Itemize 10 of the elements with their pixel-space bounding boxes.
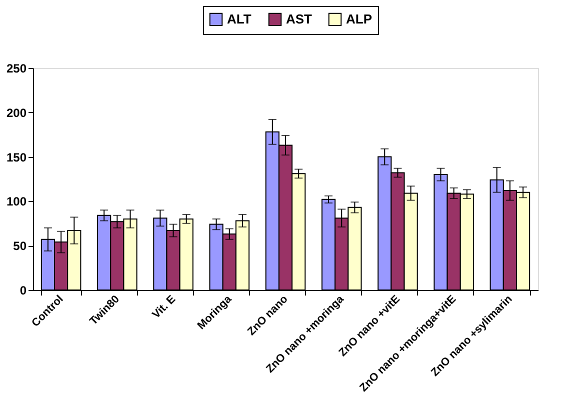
y-tick-label: 0 [20,284,27,298]
x-tick-label: Vit. E [150,293,178,322]
y-tick-label: 150 [6,150,27,164]
y-tick-label: 250 [6,62,27,76]
legend-label: ALP [346,11,372,26]
y-tick-label: 200 [6,106,27,120]
y-tick-label: 100 [6,194,27,209]
y-tick-label: 50 [13,239,27,254]
legend-label: ALT [227,11,252,26]
legend-label: AST [286,11,312,26]
